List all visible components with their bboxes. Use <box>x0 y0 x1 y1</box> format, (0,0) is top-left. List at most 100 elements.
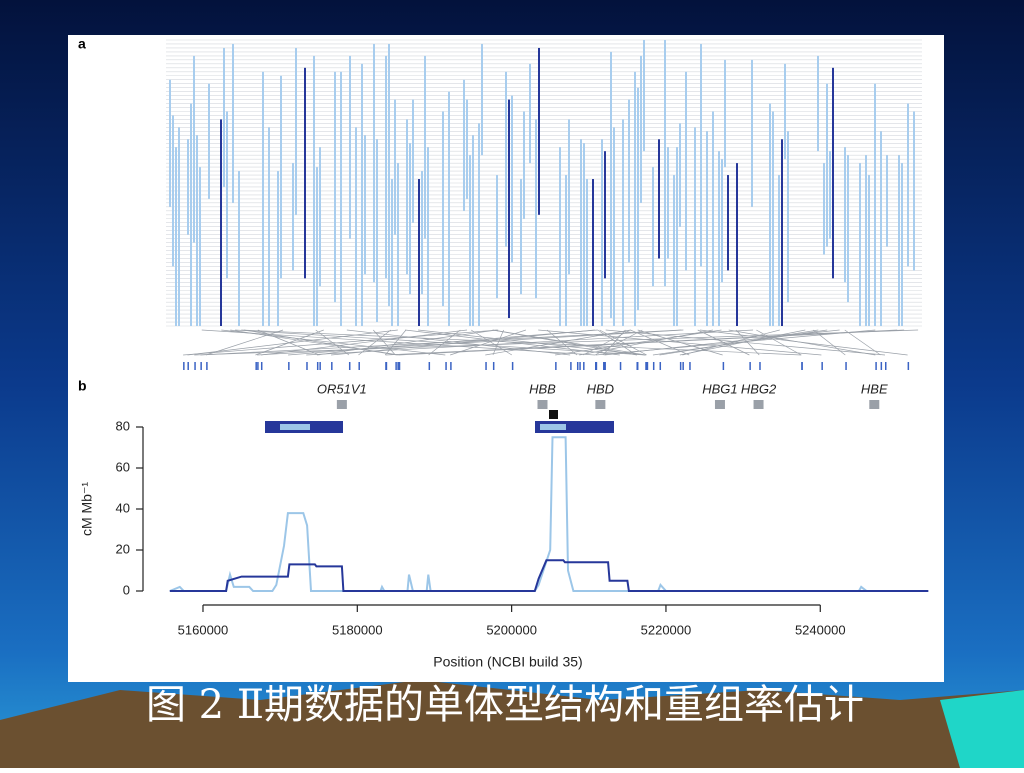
matrix-column <box>496 175 498 299</box>
matrix-column <box>652 167 654 287</box>
matrix-column <box>658 139 660 259</box>
matrix-column <box>364 135 366 275</box>
snp-link <box>384 329 407 356</box>
snp-link <box>485 329 631 356</box>
matrix-column <box>823 163 825 255</box>
gene-label: HBG1 <box>702 381 737 396</box>
snp-tick <box>255 362 257 370</box>
y-tick-label: 60 <box>116 459 130 474</box>
snp-link <box>398 329 905 356</box>
matrix-column <box>505 71 507 247</box>
matrix-column <box>409 143 411 295</box>
snp-link <box>200 329 682 356</box>
snp-tick <box>395 362 397 370</box>
matrix-column <box>376 139 378 323</box>
matrix-column <box>898 155 900 326</box>
matrix-column <box>613 127 615 326</box>
matrix-column <box>523 111 525 219</box>
snp-tick <box>319 362 321 370</box>
snp-tick <box>604 362 606 370</box>
x-tick-label: 5200000 <box>486 622 537 637</box>
snp-tick <box>619 362 622 370</box>
matrix-column <box>706 131 708 326</box>
matrix-column <box>469 155 471 326</box>
matrix-column <box>232 43 234 203</box>
snp-link <box>844 329 881 356</box>
gene-label: HBD <box>587 381 614 396</box>
snp-link <box>221 329 446 356</box>
matrix-column <box>412 99 414 223</box>
matrix-column <box>529 63 531 164</box>
snp-tick <box>450 362 452 370</box>
matrix-column <box>340 71 342 327</box>
matrix-column <box>349 55 351 239</box>
matrix-column <box>880 131 882 326</box>
matrix-column <box>394 99 396 235</box>
matrix-column <box>637 87 639 311</box>
x-tick-label: 5240000 <box>795 622 846 637</box>
matrix-column <box>886 155 888 247</box>
snp-link <box>255 329 324 356</box>
matrix-column <box>388 43 390 307</box>
matrix-column <box>736 163 738 326</box>
matrix-column <box>604 151 606 279</box>
matrix-column <box>694 127 696 326</box>
snp-link <box>679 329 806 356</box>
y-tick-label: 0 <box>123 582 130 597</box>
matrix-column <box>175 147 177 326</box>
matrix-column <box>199 167 201 326</box>
snp-tick <box>288 362 290 370</box>
matrix-column <box>193 55 195 243</box>
matrix-column <box>304 67 306 279</box>
matrix-column <box>520 179 522 295</box>
snp-tick <box>875 362 877 370</box>
matrix-column <box>847 155 849 303</box>
hotspot-marker <box>549 410 558 419</box>
snp-tick <box>679 362 682 370</box>
snp-tick <box>603 362 605 370</box>
snp-link <box>728 329 876 356</box>
matrix-column <box>448 91 450 326</box>
snp-tick <box>187 362 189 370</box>
snp-link <box>201 329 596 356</box>
snp-tick <box>397 362 399 370</box>
matrix-column <box>481 43 483 156</box>
snp-tick <box>689 362 691 370</box>
matrix-column <box>901 163 903 326</box>
matrix-column <box>727 175 729 271</box>
snp-tick <box>583 362 585 370</box>
snp-tick <box>652 362 655 370</box>
matrix-column <box>313 55 315 327</box>
matrix-column <box>196 135 198 326</box>
block-bar-inner <box>540 424 566 430</box>
snp-tick <box>636 362 639 370</box>
matrix-column <box>868 175 870 326</box>
panel-label: a <box>78 36 86 52</box>
snp-tick <box>801 362 803 370</box>
matrix-column <box>424 55 426 239</box>
matrix-column <box>601 139 603 326</box>
snp-tick <box>358 362 360 370</box>
matrix-column <box>685 71 687 271</box>
snp-link <box>605 329 886 356</box>
matrix-column <box>397 163 399 326</box>
snp-tick <box>749 362 751 370</box>
matrix-column <box>829 151 831 239</box>
snp-tick <box>659 362 662 370</box>
snp-link <box>555 329 722 356</box>
snp-link <box>630 329 690 356</box>
matrix-column <box>406 119 408 275</box>
snp-link <box>546 329 578 356</box>
snp-tick <box>722 362 725 370</box>
gene-marker <box>595 400 606 409</box>
matrix-column <box>190 103 192 326</box>
snp-tick <box>492 362 495 370</box>
snp-link <box>257 329 684 356</box>
mountains <box>0 680 1024 768</box>
snp-link <box>316 329 497 356</box>
block-bar-inner <box>280 424 310 430</box>
matrix-column <box>178 127 180 326</box>
matrix-column <box>751 59 753 207</box>
matrix-column <box>361 63 363 326</box>
series-line <box>169 559 929 592</box>
